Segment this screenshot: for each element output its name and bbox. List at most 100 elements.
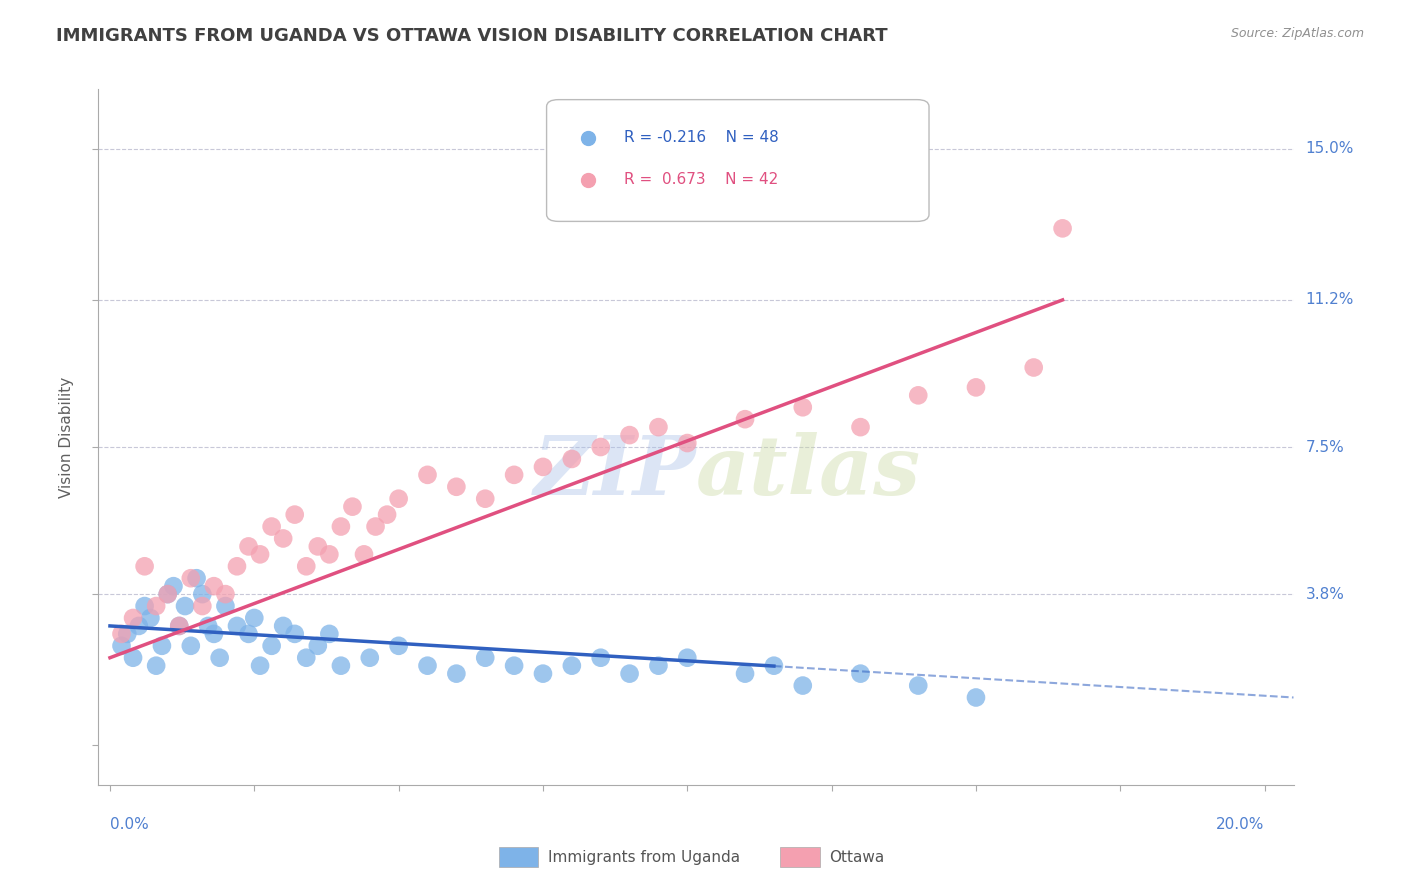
Point [503, 467, 526, 482]
Point [284, 627, 307, 641]
Point [416, 658, 439, 673]
Text: ZIP: ZIP [533, 432, 696, 512]
Point [318, 547, 340, 561]
Point [214, 587, 236, 601]
Point [191, 587, 214, 601]
Point [561, 658, 583, 673]
Text: 15.0%: 15.0% [1305, 141, 1354, 156]
Point [734, 666, 756, 681]
Point [647, 658, 669, 673]
Point [965, 380, 987, 394]
Point [249, 658, 271, 673]
Point [110, 639, 132, 653]
Point [180, 639, 202, 653]
Point [965, 690, 987, 705]
Point [676, 650, 699, 665]
Text: Immigrants from Uganda: Immigrants from Uganda [548, 850, 741, 864]
Point [388, 491, 411, 506]
Point [762, 658, 785, 673]
Point [208, 650, 231, 665]
Point [907, 388, 929, 402]
Point [186, 571, 208, 585]
Point [589, 650, 612, 665]
Point [342, 500, 364, 514]
Point [191, 599, 214, 613]
Point [907, 679, 929, 693]
Text: Source: ZipAtlas.com: Source: ZipAtlas.com [1230, 27, 1364, 40]
Point [849, 666, 872, 681]
Y-axis label: Vision Disability: Vision Disability [59, 376, 75, 498]
Point [180, 571, 202, 585]
Point [284, 508, 307, 522]
Point [589, 440, 612, 454]
Point [295, 650, 318, 665]
Point [353, 547, 375, 561]
Text: 0.0%: 0.0% [110, 817, 149, 831]
Point [174, 599, 197, 613]
Point [561, 452, 583, 467]
Point [318, 627, 340, 641]
Point [474, 650, 496, 665]
Point [145, 599, 167, 613]
Text: IMMIGRANTS FROM UGANDA VS OTTAWA VISION DISABILITY CORRELATION CHART: IMMIGRANTS FROM UGANDA VS OTTAWA VISION … [56, 27, 887, 45]
Point [122, 611, 145, 625]
Point [238, 627, 260, 641]
Point [162, 579, 184, 593]
Point [249, 547, 271, 561]
Point [446, 480, 468, 494]
Point [271, 532, 294, 546]
Point [134, 559, 156, 574]
Text: 7.5%: 7.5% [1305, 440, 1344, 455]
Point [307, 639, 329, 653]
Point [202, 579, 225, 593]
Point [145, 658, 167, 673]
Point [214, 599, 236, 613]
Point [202, 627, 225, 641]
Point [260, 519, 283, 533]
Text: R =  0.673    N = 42: R = 0.673 N = 42 [624, 172, 779, 187]
Text: 3.8%: 3.8% [1305, 587, 1344, 601]
Point [503, 658, 526, 673]
Point [295, 559, 318, 574]
Point [122, 650, 145, 665]
Point [156, 587, 179, 601]
Point [531, 666, 554, 681]
Point [128, 619, 150, 633]
Point [531, 459, 554, 474]
Point [238, 540, 260, 554]
Point [647, 420, 669, 434]
Point [329, 658, 352, 673]
Point [416, 467, 439, 482]
Point [150, 639, 173, 653]
Point [329, 519, 352, 533]
Point [474, 491, 496, 506]
Point [849, 420, 872, 434]
Point [446, 666, 468, 681]
Point [167, 619, 190, 633]
Point [117, 627, 139, 641]
Point [734, 412, 756, 426]
Point [226, 559, 249, 574]
Text: R = -0.216    N = 48: R = -0.216 N = 48 [624, 130, 779, 145]
Point [260, 639, 283, 653]
Point [1022, 360, 1045, 375]
Point [676, 436, 699, 450]
Text: atlas: atlas [696, 432, 921, 512]
Point [792, 679, 814, 693]
Text: Ottawa: Ottawa [830, 850, 884, 864]
Point [619, 428, 641, 442]
Point [359, 650, 381, 665]
Point [139, 611, 162, 625]
Point [271, 619, 294, 633]
Point [226, 619, 249, 633]
Point [167, 619, 190, 633]
Point [134, 599, 156, 613]
Point [197, 619, 219, 633]
Point [156, 587, 179, 601]
Point [110, 627, 132, 641]
Point [792, 401, 814, 415]
Text: 20.0%: 20.0% [1216, 817, 1264, 831]
Point [619, 666, 641, 681]
Point [243, 611, 266, 625]
Point [388, 639, 411, 653]
